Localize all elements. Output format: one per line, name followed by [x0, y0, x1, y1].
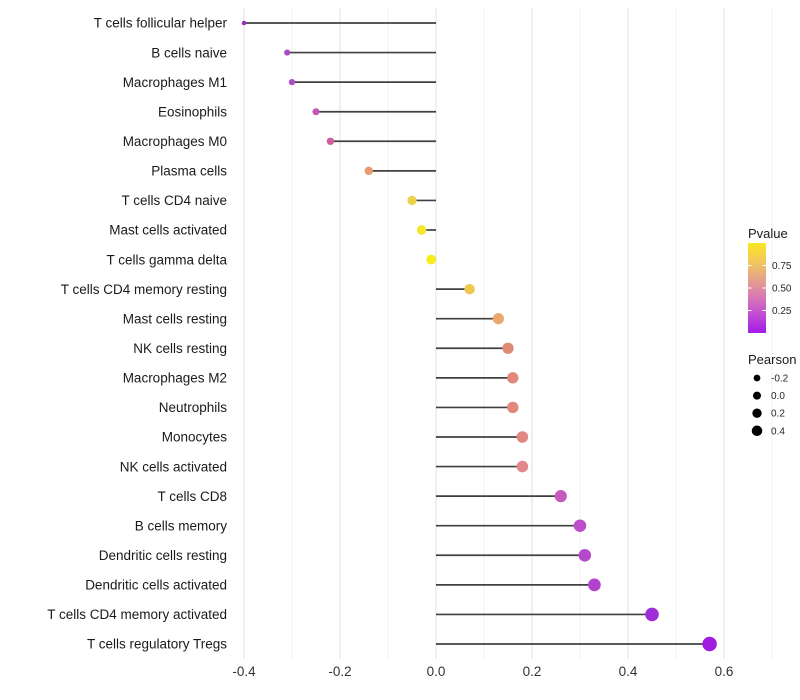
x-axis-tick-label: -0.4 — [232, 664, 256, 679]
legend-pvalue-title: Pvalue — [748, 226, 788, 241]
y-axis-label: Eosinophils — [158, 104, 227, 119]
lollipop-dot — [502, 342, 514, 354]
lollipop-dot — [507, 401, 519, 414]
y-axis-label: T cells CD4 memory activated — [47, 607, 227, 622]
x-axis-tick-label: 0.6 — [715, 664, 734, 679]
lollipop-dot — [507, 372, 519, 384]
legend-size-dot — [753, 374, 761, 382]
colorbar-tick-label: 0.75 — [772, 261, 792, 272]
lollipop-dot — [288, 79, 296, 86]
lollipop-dot — [645, 607, 659, 622]
lollipop-dot — [416, 225, 427, 235]
lollipop-dot — [241, 20, 247, 26]
y-axis-label: Mast cells resting — [123, 311, 227, 326]
y-axis-label: Plasma cells — [151, 164, 227, 179]
y-axis-label: Monocytes — [162, 430, 228, 445]
y-axis-label: T cells follicular helper — [94, 16, 228, 31]
y-axis-label: Macrophages M0 — [123, 134, 227, 149]
lollipop-dot — [312, 108, 320, 116]
legend-size-dot — [751, 425, 763, 437]
y-axis-label: B cells memory — [135, 518, 228, 533]
legend-size-label: 0.4 — [771, 426, 785, 437]
x-axis-tick-label: -0.2 — [328, 664, 351, 679]
y-axis-label: T cells CD8 — [157, 489, 227, 504]
lollipop-dot — [464, 283, 475, 295]
legend-pearson-title: Pearson — [748, 352, 796, 367]
legend-size-dot — [752, 391, 762, 400]
y-axis-label: Macrophages M2 — [123, 371, 227, 386]
y-axis-label: Mast cells activated — [109, 223, 227, 238]
y-axis-label: NK cells resting — [133, 341, 227, 356]
lollipop-dot — [407, 195, 417, 206]
y-axis-label: T cells regulatory Tregs — [87, 637, 227, 652]
lollipop-dot — [492, 313, 504, 325]
y-axis-label: B cells naive — [151, 45, 227, 60]
lollipop-dot — [588, 578, 601, 592]
y-axis-label: Macrophages M1 — [123, 75, 227, 90]
x-axis-tick-label: 0.0 — [427, 664, 446, 679]
colorbar-tick-label: 0.25 — [772, 306, 792, 317]
lollipop-dot — [426, 254, 437, 265]
lollipop-dot — [702, 636, 717, 652]
y-axis-label: T cells gamma delta — [106, 252, 227, 267]
y-axis-label: T cells CD4 naive — [121, 193, 227, 208]
legend-size-label: 0.0 — [771, 391, 785, 402]
legend-size-label: 0.2 — [771, 409, 785, 420]
lollipop-dot — [578, 548, 592, 562]
y-axis-label: T cells CD4 memory resting — [61, 282, 227, 297]
y-axis-label: Dendritic cells activated — [85, 578, 227, 593]
lollipop-dot — [326, 137, 335, 145]
y-axis-label: NK cells activated — [120, 459, 227, 474]
x-axis-tick-label: 0.2 — [523, 664, 542, 679]
lollipop-dot — [364, 166, 373, 176]
legend-size-dot — [752, 408, 762, 418]
y-axis-label: Neutrophils — [159, 400, 228, 415]
lollipop-dot — [516, 460, 529, 473]
pvalue-colorbar — [748, 243, 766, 333]
y-axis-label: Dendritic cells resting — [99, 548, 227, 563]
x-axis-tick-label: 0.4 — [619, 664, 638, 679]
lollipop-dot — [573, 519, 587, 532]
legend-size-label: -0.2 — [771, 374, 789, 385]
lollipop-dot — [516, 431, 529, 443]
colorbar-tick-label: 0.50 — [772, 284, 792, 295]
lollipop-dot — [554, 490, 567, 503]
lollipop-dot — [284, 49, 291, 56]
